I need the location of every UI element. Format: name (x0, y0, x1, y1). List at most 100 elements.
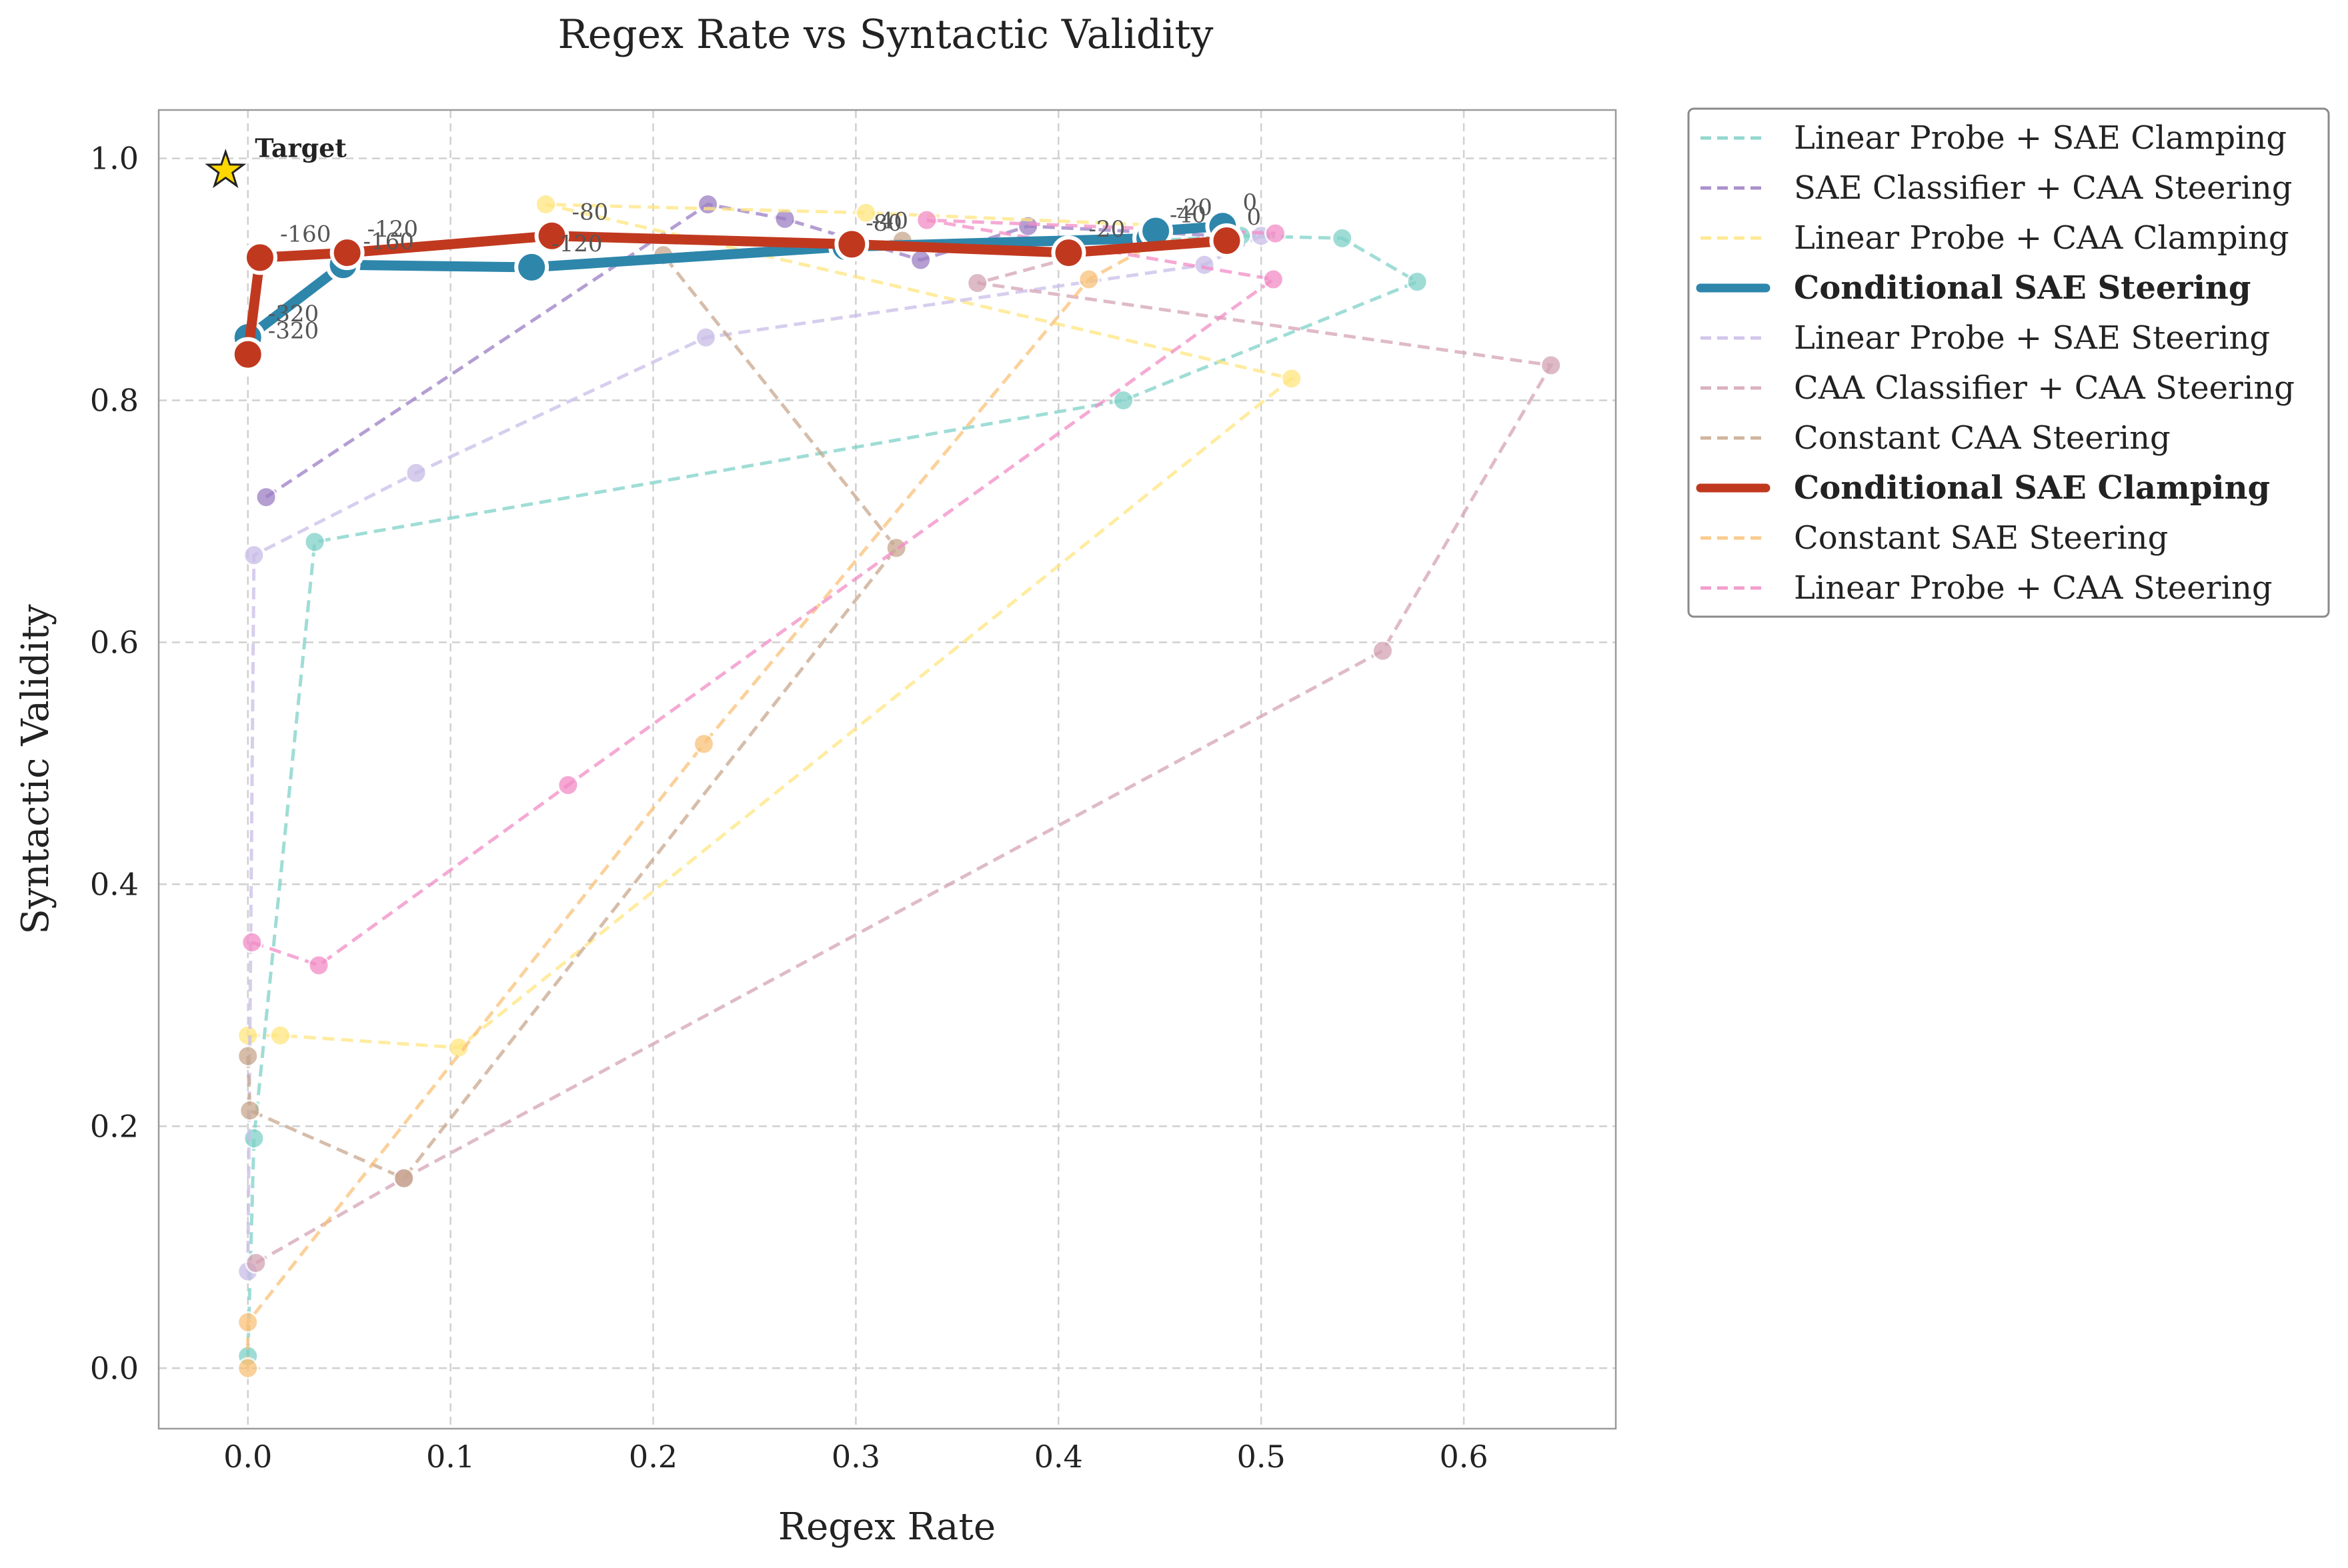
legend-label: Conditional SAE Clamping (1794, 469, 2270, 507)
data-point (534, 218, 569, 253)
target-label: Target (255, 133, 347, 163)
data-point (916, 209, 938, 231)
series-line (246, 234, 1421, 1357)
legend-item-constant-sae-steering: Constant SAE Steering (1700, 519, 2168, 557)
x-tick-label: 0.3 (832, 1439, 880, 1475)
legend-item-sae-classifier-caa-steering: SAE Classifier + CAA Steering (1700, 169, 2293, 207)
data-point (241, 931, 263, 953)
data-point (1112, 389, 1135, 412)
point-label: -40 (872, 207, 908, 234)
data-point (242, 240, 277, 275)
point-label: 0 (1247, 204, 1262, 231)
data-point (269, 1024, 291, 1047)
legend-label: Linear Probe + CAA Clamping (1794, 219, 2289, 257)
legend-item-constant-caa-steering: Constant CAA Steering (1700, 419, 2171, 457)
data-point (1262, 268, 1284, 291)
data-point (1264, 222, 1286, 245)
legend-label: Linear Probe + SAE Clamping (1794, 119, 2287, 157)
data-point (239, 1099, 261, 1122)
data-point (1078, 268, 1100, 291)
x-axis-label: Regex Rate (778, 1505, 996, 1549)
legend-label: SAE Classifier + CAA Steering (1794, 169, 2293, 207)
point-label: -120 (551, 231, 602, 257)
data-point (1372, 639, 1394, 662)
series-line (246, 239, 1161, 1369)
data-point (774, 207, 796, 230)
data-point (1051, 235, 1086, 271)
legend-item-conditional-sae-clamping: Conditional SAE Clamping (1696, 469, 2270, 507)
y-tick-label: 1.0 (90, 141, 139, 177)
y-tick-label: 0.4 (90, 866, 139, 902)
series-layer (230, 193, 1562, 1379)
point-label: 0 (1242, 189, 1257, 216)
data-point (1209, 223, 1244, 258)
target-star-icon (205, 149, 247, 189)
data-point (230, 337, 265, 372)
legend: Linear Probe + SAE Clamping SAE Classifie… (1687, 107, 2330, 618)
data-point (393, 1167, 415, 1189)
data-point (255, 486, 277, 509)
y-axis-label: Syntactic Validity (14, 604, 57, 935)
legend-frame (1687, 107, 2330, 618)
legend-item-linear-probe-sae-steering: Linear Probe + SAE Steering (1700, 319, 2270, 357)
point-labels: -320-160 -120-80 -40-20 0-320-160 -120-80 -40… (268, 189, 1261, 344)
data-point (243, 1127, 265, 1149)
data-point (1540, 354, 1562, 377)
legend-label: Conditional SAE Steering (1794, 269, 2251, 307)
x-tick-label: 0.1 (426, 1439, 475, 1475)
data-point (237, 1024, 259, 1047)
legend-label: Constant CAA Steering (1794, 419, 2171, 457)
data-point (303, 531, 326, 553)
data-point (237, 1311, 259, 1333)
point-label: -320 (268, 318, 319, 345)
legend-label: CAA Classifier + CAA Steering (1794, 369, 2295, 407)
y-tick-label: 0.0 (90, 1350, 139, 1386)
y-tick-label: 0.2 (90, 1108, 139, 1144)
y-tick-label: 0.6 (90, 624, 139, 660)
series-line (255, 237, 1554, 1265)
x-tick-label: 0.6 (1440, 1439, 1488, 1475)
series-linear-probe-caa-steering (241, 209, 1286, 977)
legend-label: Constant SAE Steering (1794, 519, 2168, 557)
legend-item-linear-probe-sae-clamping: Linear Probe + SAE Clamping (1700, 119, 2287, 157)
x-axis-ticks: 0.0 0.1 0.2 0.3 0.4 0.5 0.6 (223, 1439, 1488, 1475)
x-tick-label: 0.0 (223, 1439, 272, 1475)
series-line (251, 218, 1278, 967)
point-label: -320 (268, 301, 319, 327)
data-point (1280, 367, 1303, 390)
data-point (237, 1045, 259, 1067)
x-tick-label: 0.5 (1237, 1439, 1286, 1475)
legend-item-conditional-sae-steering: Conditional SAE Steering (1696, 269, 2251, 307)
data-point (557, 774, 579, 797)
data-point (910, 249, 932, 271)
data-point (1193, 253, 1216, 276)
point-label: -20 (1088, 216, 1125, 243)
data-point (514, 249, 549, 285)
data-point (692, 733, 715, 755)
legend-item-linear-probe-caa-clamping: Linear Probe + CAA Clamping (1700, 219, 2289, 257)
data-point (855, 201, 878, 224)
data-point (243, 544, 265, 567)
data-point (534, 193, 557, 216)
legend-item-linear-probe-caa-steering: Linear Probe + CAA Steering (1700, 569, 2273, 607)
series-conditional-sae-clamping (230, 218, 1244, 372)
chart-title: Regex Rate vs Syntactic Validity (558, 11, 1214, 58)
x-tick-label: 0.2 (629, 1439, 678, 1475)
x-tick-label: 0.4 (1034, 1439, 1083, 1475)
point-label: -40 (1170, 201, 1206, 228)
y-tick-label: 0.8 (90, 383, 139, 419)
legend-label: Linear Probe + SAE Steering (1794, 319, 2270, 357)
data-point (834, 227, 870, 262)
data-point (1331, 227, 1354, 249)
data-point (329, 235, 365, 271)
point-label: -80 (866, 210, 902, 237)
legend-item-caa-classifier-caa-steering: CAA Classifier + CAA Steering (1700, 369, 2295, 407)
data-point (695, 326, 718, 349)
point-label: -20 (1176, 194, 1212, 221)
grid (159, 110, 1616, 1429)
data-point (307, 954, 330, 977)
data-point (697, 193, 720, 216)
target-marker: Target (205, 133, 347, 189)
point-label: -160 (280, 221, 331, 247)
point-label: -120 (367, 216, 418, 243)
